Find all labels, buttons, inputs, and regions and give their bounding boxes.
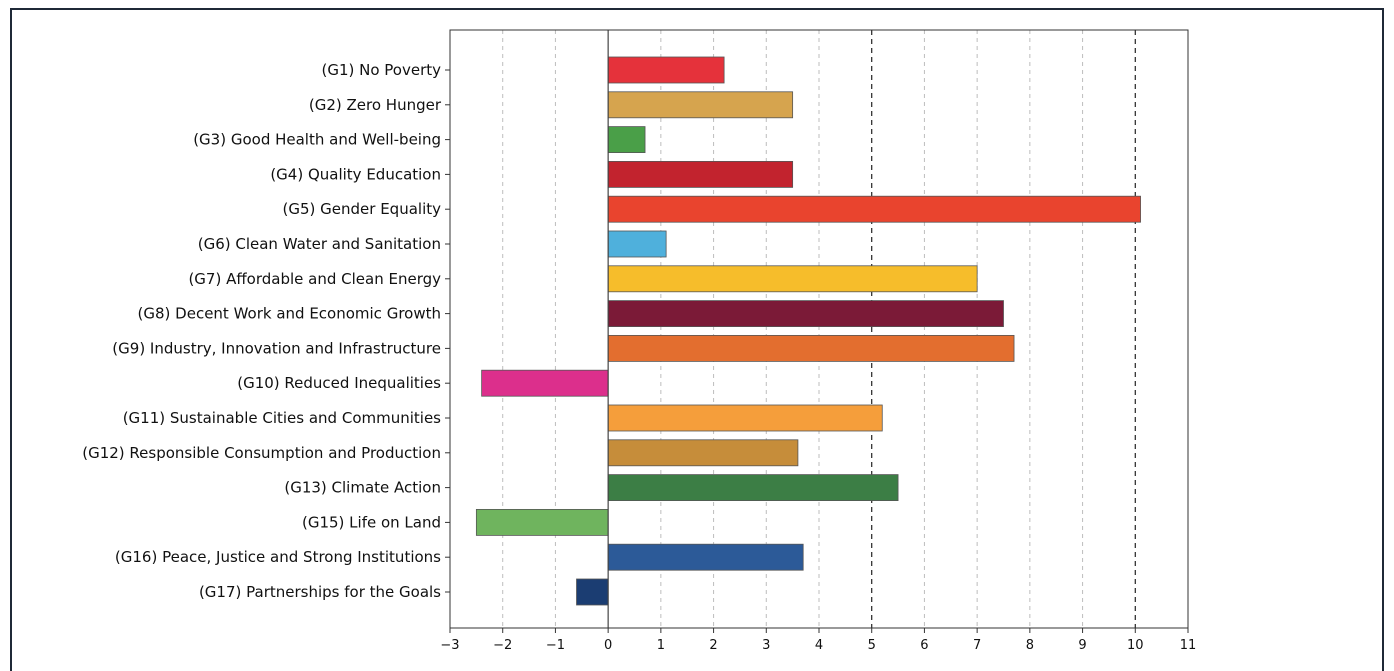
- x-tick-label-10: 7: [973, 638, 981, 653]
- x-tick-label-9: 6: [920, 638, 928, 653]
- bar-10: [607, 404, 883, 432]
- bar-13: [475, 508, 609, 536]
- category-label-13: (G15) Life on Land: [302, 513, 441, 531]
- bar-6: [607, 265, 978, 293]
- bar-3: [607, 160, 794, 188]
- bar-5: [607, 230, 667, 258]
- x-tick-label-14: 11: [1180, 638, 1197, 653]
- x-tick-label-11: 8: [1026, 638, 1034, 653]
- category-label-11: (G12) Responsible Consumption and Produc…: [82, 444, 441, 462]
- x-tick-label-0: −3: [440, 638, 459, 653]
- label-layer: −3 −2 −1 0 1 2 3 4 5 6 7 8 9 10 11 (G1) No Poverty (G2) …: [82, 61, 1196, 653]
- category-label-0: (G1) No Poverty: [321, 61, 441, 79]
- bar-9: [481, 369, 609, 397]
- category-label-9: (G10) Reduced Inequalities: [237, 374, 441, 392]
- category-label-3: (G4) Quality Education: [270, 165, 441, 183]
- bar-11: [607, 439, 799, 467]
- category-label-14: (G16) Peace, Justice and Strong Institut…: [115, 548, 441, 566]
- bar-15: [576, 578, 609, 606]
- x-tick-label-5: 2: [709, 638, 717, 653]
- bar-layer: [475, 56, 1141, 606]
- x-tick-label-6: 3: [762, 638, 770, 653]
- category-label-6: (G7) Affordable and Clean Energy: [188, 270, 441, 288]
- x-tick-label-12: 9: [1078, 638, 1086, 653]
- grid-layer: [449, 30, 1189, 628]
- bar-7: [607, 300, 1004, 328]
- axis-layer: [445, 29, 1189, 633]
- category-label-2: (G3) Good Health and Well-being: [193, 131, 441, 149]
- x-tick-label-7: 4: [815, 638, 823, 653]
- x-tick-label-4: 1: [657, 638, 665, 653]
- x-tick-label-2: −1: [546, 638, 565, 653]
- bar-1: [607, 91, 794, 119]
- category-label-15: (G17) Partnerships for the Goals: [199, 583, 441, 601]
- category-label-1: (G2) Zero Hunger: [309, 96, 442, 114]
- bar-4: [607, 195, 1141, 223]
- category-label-5: (G6) Clean Water and Sanitation: [198, 235, 441, 253]
- category-label-4: (G5) Gender Equality: [283, 200, 442, 218]
- bar-14: [607, 543, 804, 571]
- x-tick-label-8: 5: [868, 638, 876, 653]
- category-label-12: (G13) Climate Action: [284, 479, 441, 497]
- bar-0: [607, 56, 725, 84]
- category-label-10: (G11) Sustainable Cities and Communities: [123, 409, 441, 427]
- bar-12: [607, 474, 899, 502]
- x-tick-label-3: 0: [604, 638, 612, 653]
- bar-8: [607, 334, 1015, 362]
- category-label-7: (G8) Decent Work and Economic Growth: [138, 305, 441, 323]
- x-tick-label-13: 10: [1127, 638, 1144, 653]
- bar-2: [607, 126, 646, 153]
- x-tick-label-1: −2: [493, 638, 512, 653]
- category-label-8: (G9) Industry, Innovation and Infrastruc…: [112, 339, 441, 357]
